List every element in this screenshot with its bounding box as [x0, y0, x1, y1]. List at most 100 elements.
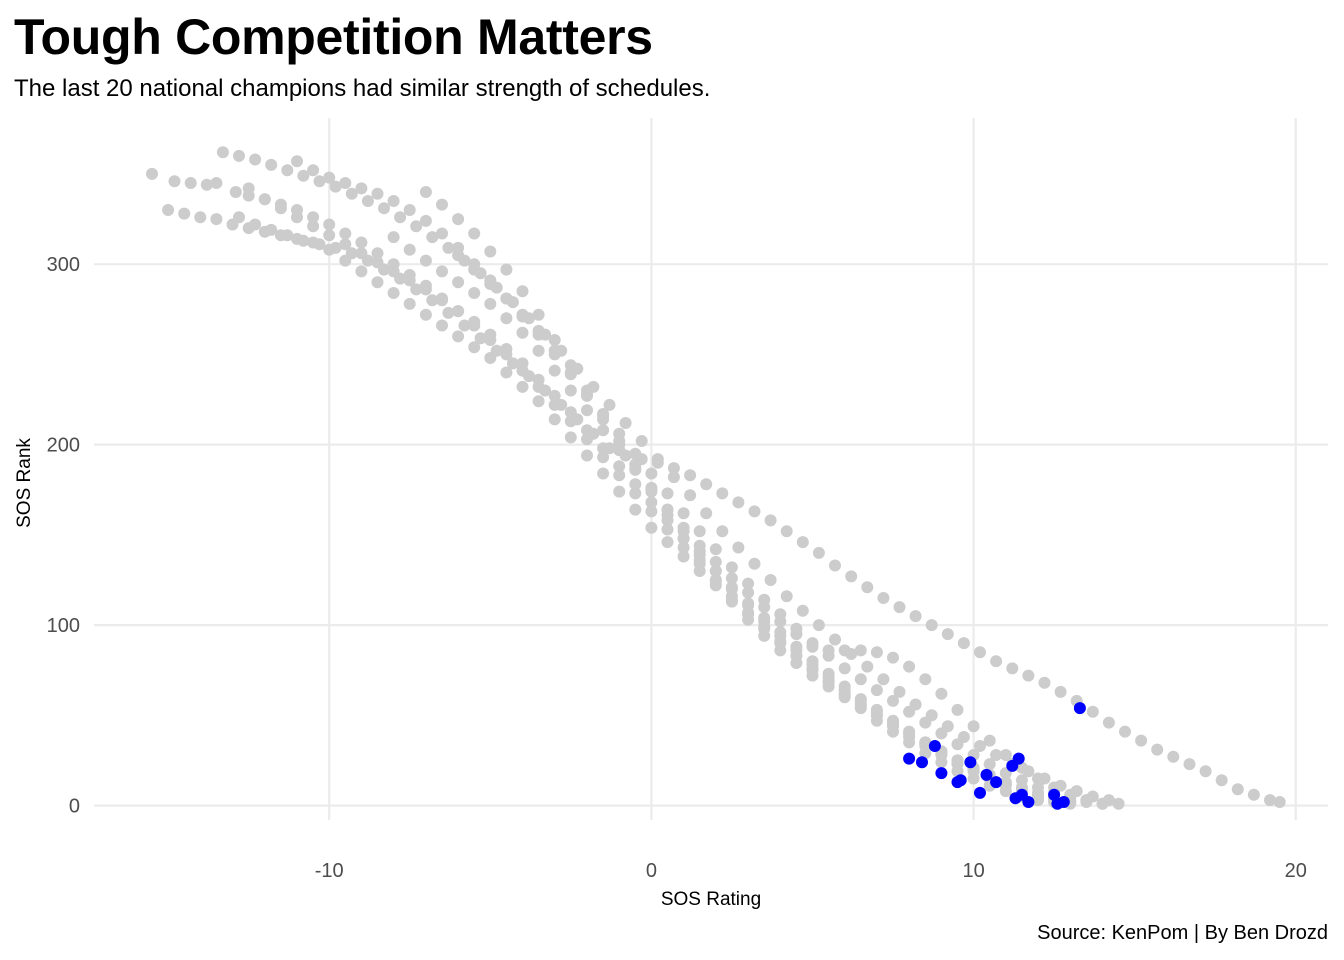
team-point [774, 629, 787, 642]
team-point [629, 503, 642, 516]
team-point [1006, 662, 1019, 675]
team-point [516, 380, 529, 393]
team-point [677, 541, 690, 554]
team-point [790, 644, 803, 657]
team-point [216, 146, 229, 159]
team-point [951, 703, 964, 716]
team-point [452, 305, 465, 318]
team-point [500, 312, 513, 325]
team-point [887, 694, 899, 707]
team-point [651, 456, 664, 469]
team-point [677, 532, 690, 545]
team-point [436, 319, 448, 332]
team-point [812, 546, 825, 559]
grid-lines [94, 118, 1328, 820]
team-point [329, 241, 342, 254]
team-point [1086, 705, 1099, 718]
team-point [661, 536, 674, 549]
champion-point [990, 776, 1003, 789]
team-point [1215, 774, 1228, 787]
team-point [661, 523, 674, 536]
team-point [748, 505, 761, 518]
team-point [516, 326, 529, 339]
team-point [806, 669, 819, 682]
team-point [1015, 761, 1028, 774]
team-point [645, 521, 658, 534]
team-point [378, 202, 390, 215]
team-point [1231, 783, 1244, 796]
team-point [387, 231, 400, 244]
team-point [829, 559, 841, 572]
team-point [452, 213, 465, 226]
y-tick-label: 300 [47, 254, 80, 276]
team-point [1135, 734, 1148, 747]
team-point [629, 447, 642, 460]
team-point [371, 187, 384, 200]
team-point [184, 177, 197, 189]
team-point [597, 467, 610, 480]
team-point [355, 182, 368, 195]
team-point [516, 308, 529, 321]
team-point [725, 595, 738, 608]
team-point [677, 550, 690, 563]
team-point [361, 195, 374, 207]
team-point [329, 180, 342, 193]
team-point [974, 646, 986, 659]
team-point [645, 485, 658, 498]
team-point [426, 294, 439, 307]
team-point [452, 276, 465, 289]
team-point [893, 685, 906, 698]
x-tick-label: 10 [962, 860, 984, 882]
all-teams-points [146, 146, 1286, 810]
team-point [484, 245, 497, 258]
team-point [1054, 685, 1067, 698]
team-point [178, 207, 191, 220]
team-point [861, 581, 874, 594]
team-point [693, 554, 706, 567]
team-point [806, 640, 819, 653]
team-point [468, 287, 481, 299]
team-point [822, 644, 835, 657]
team-point [861, 660, 874, 673]
team-point [371, 247, 384, 260]
team-point [974, 740, 986, 752]
team-point [297, 234, 310, 247]
team-point [587, 427, 600, 440]
team-point [436, 294, 448, 307]
team-point [619, 417, 632, 429]
team-point [168, 175, 181, 188]
team-point [877, 592, 890, 604]
team-point [887, 651, 899, 664]
team-point [458, 319, 471, 332]
champion-point [916, 756, 928, 769]
team-point [1038, 676, 1051, 689]
team-point [387, 287, 400, 299]
team-point [1032, 772, 1044, 785]
team-point [468, 315, 481, 328]
team-point [555, 398, 568, 411]
team-point [990, 749, 1003, 761]
team-point [500, 292, 513, 305]
team-point [426, 231, 439, 244]
team-point [419, 254, 432, 267]
team-point [1080, 794, 1093, 807]
team-point [233, 211, 245, 224]
team-point [419, 214, 432, 227]
team-point [548, 344, 561, 357]
team-point [403, 274, 416, 287]
team-point [313, 175, 326, 188]
team-point [345, 187, 358, 200]
team-point [516, 357, 529, 370]
y-tick-label: 100 [47, 615, 80, 637]
chart-subtitle: The last 20 national champions had simil… [14, 75, 711, 102]
team-point [597, 413, 610, 426]
team-point [812, 619, 825, 632]
team-point [378, 263, 390, 276]
team-point [806, 658, 819, 671]
team-point [468, 227, 481, 240]
team-point [146, 167, 158, 180]
team-point [1183, 758, 1196, 771]
champion-point [1022, 796, 1035, 808]
team-point [500, 366, 513, 379]
team-point [661, 487, 674, 500]
